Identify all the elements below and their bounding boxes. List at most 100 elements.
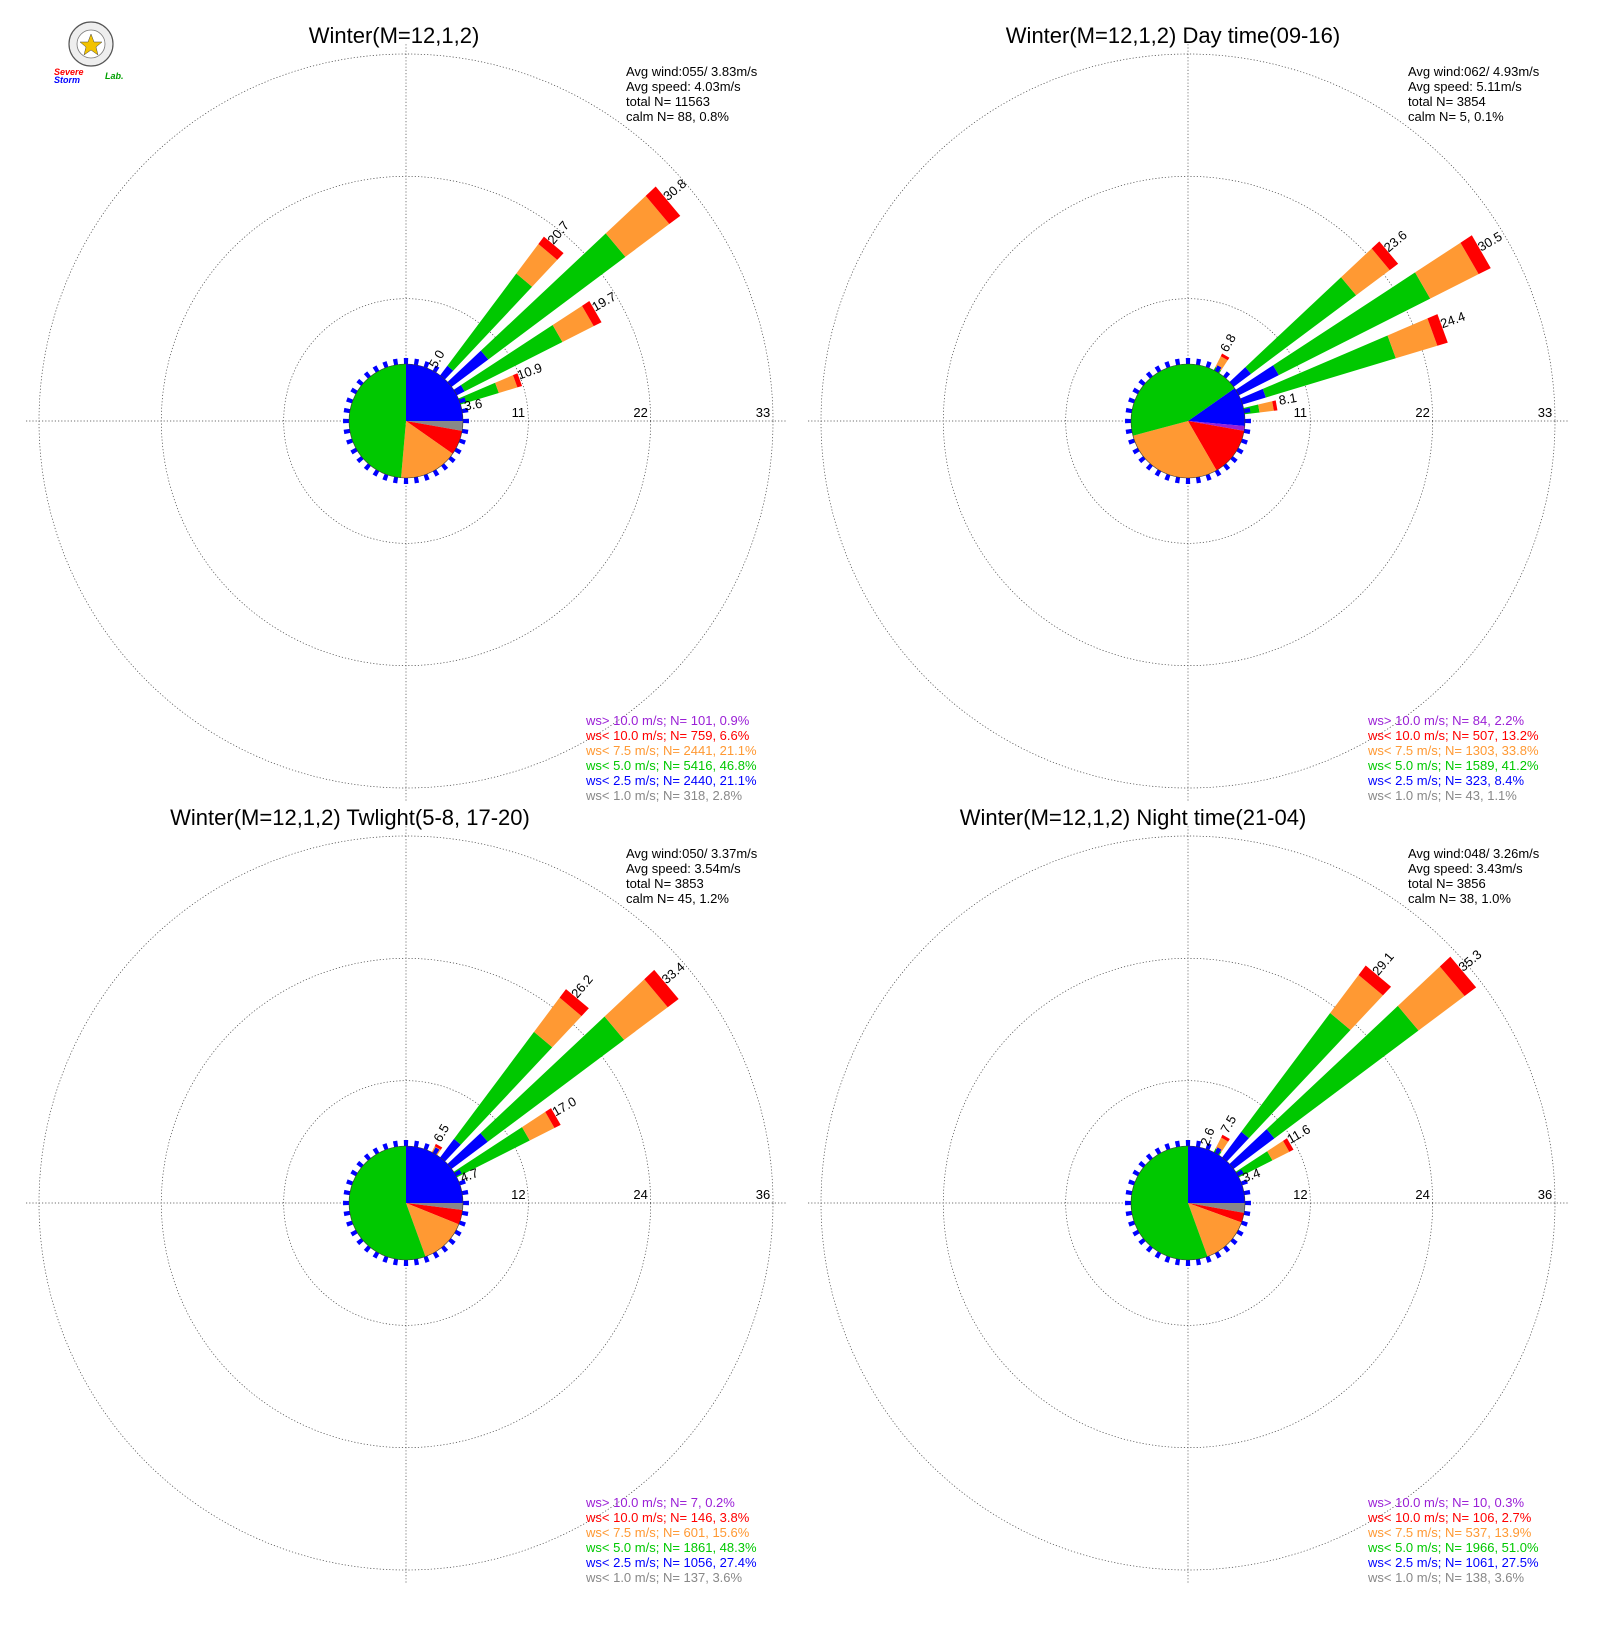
rim-petal [1205, 1255, 1212, 1263]
rim-petal [441, 1245, 449, 1253]
rim-petal [1230, 456, 1238, 464]
rim-petal [392, 1258, 399, 1266]
legend-entry: ws> 10.0 m/s; N= 101, 0.9% [585, 713, 750, 728]
rim-petal [1230, 1160, 1238, 1168]
rim-petal [1240, 438, 1248, 445]
logo-text-lab: Lab. [105, 71, 124, 81]
petal-band [512, 373, 523, 388]
petal-value-label: 3.4 [1240, 1165, 1262, 1185]
rim-petal [1125, 1200, 1132, 1206]
rim-petal [448, 456, 456, 464]
grid-ring [283, 298, 529, 544]
legend-entry: ws< 1.0 m/s; N= 43, 1.1% [1367, 788, 1517, 803]
rim-petal [350, 447, 358, 455]
rim-petal [432, 469, 440, 477]
pie-outline [348, 363, 464, 479]
stat-line: total N= 3854 [1408, 94, 1486, 109]
rim-petal [1244, 1200, 1251, 1206]
rim-petal [356, 378, 364, 386]
rim-petal [343, 1189, 351, 1196]
rose-grid [808, 825, 1568, 1583]
panel-title: Winter(M=12,1,2) Night time(21-04) [960, 805, 1307, 830]
rose-grid [808, 43, 1568, 801]
petals [1125, 956, 1477, 1266]
petal-band [644, 969, 679, 1008]
petal-band [455, 382, 499, 406]
legend-entry: ws> 10.0 m/s; N= 10, 0.3% [1367, 1495, 1525, 1510]
rim-petal [1240, 1179, 1248, 1186]
pie-outline [348, 1145, 464, 1261]
rim-petal [1154, 365, 1162, 373]
petal-band [516, 244, 558, 287]
petal-band [1233, 365, 1279, 397]
legend-entry: ws< 1.0 m/s; N= 318, 2.8% [585, 788, 743, 803]
rim-petal [462, 1200, 469, 1206]
rim-petal [448, 1160, 456, 1168]
rim-petal [350, 1229, 358, 1237]
rim-petal [1128, 397, 1136, 404]
ring-label: 36 [756, 1187, 770, 1202]
panel-title: Winter(M=12,1,2) Day time(09-16) [1006, 23, 1340, 48]
petal-value-label: 24.4 [1438, 308, 1467, 331]
rim-petal [461, 428, 469, 435]
rim-petal [441, 371, 449, 379]
rim-petal [1154, 1251, 1162, 1259]
rim-petal [423, 361, 430, 369]
center-pie [348, 1145, 464, 1261]
rim-petal [372, 365, 380, 373]
rim-petal [343, 1210, 351, 1217]
wind-rose-panel-3: 12 24 36 Winter(M=12,1,2) Twlight(5-8, 17-2… [26, 805, 786, 1585]
rim-petal [1174, 358, 1181, 366]
rim-petal [1223, 463, 1231, 471]
legend-entry: ws< 2.5 m/s; N= 1056, 27.4% [585, 1555, 757, 1570]
rim-petal [1164, 473, 1171, 481]
pie-slice [406, 364, 463, 421]
rim-petal [356, 456, 364, 464]
rim-petal [1236, 1229, 1244, 1237]
rim-petal [1223, 371, 1231, 379]
rim-petal [1125, 407, 1133, 414]
petal-band [545, 1108, 561, 1128]
rim-petal [1154, 469, 1162, 477]
rim-petal [413, 476, 420, 484]
rim-petal [461, 407, 469, 414]
petal-value-label: 19.7 [589, 289, 618, 315]
rim-petal [356, 1160, 364, 1168]
rim-petal [1236, 1169, 1244, 1177]
rim-petal [392, 476, 399, 484]
rim-petal [1138, 456, 1146, 464]
rim-petal [1195, 476, 1202, 484]
legend-entry: ws< 10.0 m/s; N= 759, 6.6% [585, 728, 750, 743]
petal-band [1358, 965, 1392, 996]
petal-band [1221, 1134, 1230, 1142]
rim-petal [461, 1189, 469, 1196]
petal-band [480, 1016, 625, 1142]
rim-petal [1132, 447, 1140, 455]
legend-entry: ws> 10.0 m/s; N= 7, 0.2% [585, 1495, 735, 1510]
ring-label: 22 [633, 405, 647, 420]
rim-petal [403, 1259, 409, 1266]
rim-petal [1132, 1169, 1140, 1177]
legend-entry: ws< 10.0 m/s; N= 146, 3.8% [585, 1510, 750, 1525]
rim-petal [1185, 358, 1191, 365]
petal-band [460, 325, 563, 392]
rose-grid [26, 43, 786, 801]
rim-petal [363, 463, 371, 471]
petals [1125, 235, 1491, 484]
rim-petal [1230, 1238, 1238, 1246]
rim-petal [1243, 407, 1251, 414]
pie-slice [1188, 421, 1245, 471]
rim-petal [1244, 418, 1251, 424]
legend-entry: ws< 2.5 m/s; N= 323, 8.4% [1367, 773, 1525, 788]
stat-line: calm N= 38, 1.0% [1408, 891, 1511, 906]
petal-band [495, 375, 518, 393]
petal-band [1267, 1140, 1290, 1161]
petal-value-label: 3.6 [463, 396, 483, 414]
rim-petal [413, 1258, 420, 1266]
rim-petal [1214, 1251, 1222, 1259]
rim-petal [382, 1143, 389, 1151]
pie-slice [1188, 421, 1245, 431]
rim-petal [454, 387, 462, 395]
pie-slice [406, 1203, 463, 1210]
petal-value-label: 8.1 [1278, 390, 1298, 408]
